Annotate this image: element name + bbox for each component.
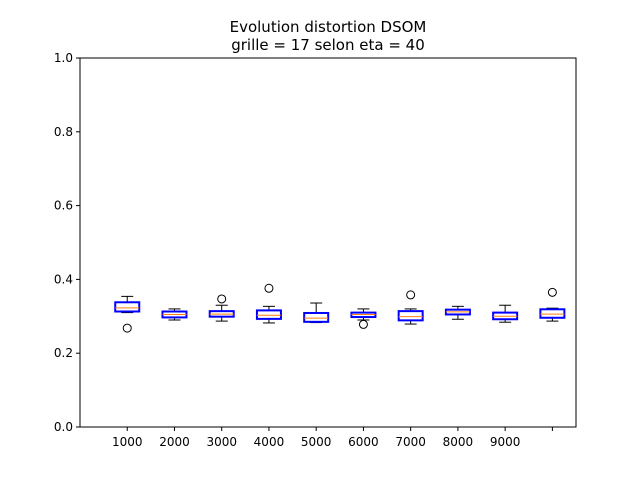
box [114, 301, 141, 313]
x-tick-label: 9000 [490, 435, 521, 449]
plot-area: 0.0 0.2 0.4 0.6 0.8 1.0 1000 2000 3000 4000 5000 60… [54, 51, 577, 449]
chart-subtitle: grille = 17 selon eta = 40 [231, 36, 425, 54]
box [303, 311, 330, 323]
x-tick-label: 5000 [301, 435, 332, 449]
x-tick-label: 6000 [348, 435, 379, 449]
y-tick-label: 1.0 [54, 51, 73, 65]
flier-point [406, 290, 416, 300]
x-tick-label: 2000 [159, 435, 190, 449]
x-tick-label: 4000 [254, 435, 285, 449]
x-tick-label: 8000 [443, 435, 474, 449]
y-tick-label: 0.2 [54, 346, 73, 360]
y-tick-label: 0.8 [54, 125, 73, 139]
chart-title: Evolution distortion DSOM [230, 18, 427, 36]
axes-frame [79, 57, 577, 428]
y-tick-label: 0.6 [54, 199, 73, 213]
y-tick-label: 0.0 [54, 420, 73, 434]
x-tick-label: 1000 [112, 435, 143, 449]
flier-point [547, 287, 557, 297]
flier-point [122, 323, 132, 333]
y-tick-label: 0.4 [54, 272, 73, 286]
x-tick-label: 7000 [395, 435, 426, 449]
flier-point [217, 294, 227, 304]
box [539, 308, 566, 319]
box [255, 309, 282, 320]
x-tick-label: 3000 [206, 435, 237, 449]
flier-point [264, 283, 274, 293]
flier-point [358, 319, 368, 329]
box [397, 310, 424, 322]
